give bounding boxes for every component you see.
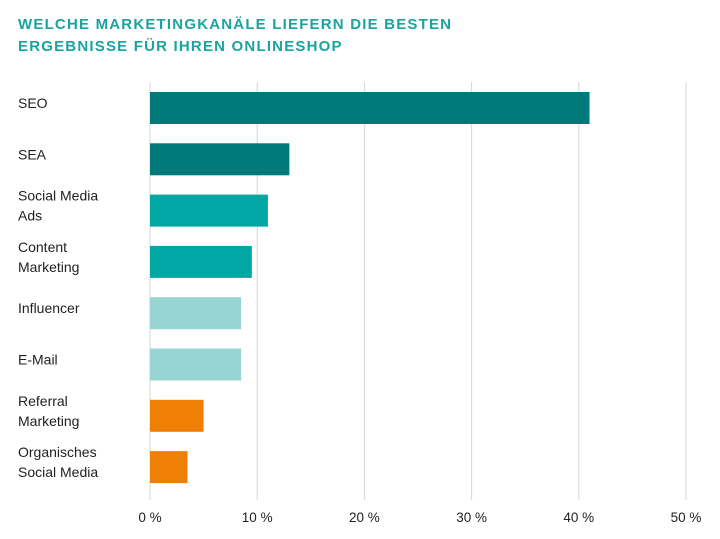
category-label: Referral Marketing xyxy=(18,393,79,429)
bars xyxy=(150,92,590,484)
x-tick-label: 10 % xyxy=(242,510,273,525)
category-label-line: Social Media xyxy=(18,188,98,204)
category-label-line: Marketing xyxy=(18,413,79,429)
bar xyxy=(150,348,242,381)
category-label: Influencer xyxy=(18,300,80,316)
x-tick-label: 40 % xyxy=(563,510,594,525)
x-tick-labels: 0 % 10 % 20 % 30 % 40 % 50 % xyxy=(138,510,701,525)
x-tick-label: 20 % xyxy=(349,510,380,525)
bar xyxy=(150,297,242,330)
category-label: E-Mail xyxy=(18,352,58,368)
bar xyxy=(150,451,188,484)
category-label: SEA xyxy=(18,146,47,162)
chart-title-line-1: WELCHE MARKETINGKANÄLE LIEFERN DIE BESTE… xyxy=(18,16,453,33)
category-label: Content Marketing xyxy=(18,239,79,275)
category-label-line: Ads xyxy=(18,208,42,224)
chart-title: WELCHE MARKETINGKANÄLE LIEFERN DIE BESTE… xyxy=(18,14,452,58)
category-label-line: Referral xyxy=(18,393,68,409)
bar xyxy=(150,399,204,432)
bar xyxy=(150,245,252,278)
category-labels: SEO SEA Social Media Ads Content Marketing Inf… xyxy=(18,95,98,480)
category-label: SEO xyxy=(18,95,48,111)
category-label-line: Marketing xyxy=(18,259,79,275)
bar xyxy=(150,92,590,124)
bar xyxy=(150,143,290,176)
category-label-line: Content xyxy=(18,239,67,255)
bar xyxy=(150,194,268,227)
category-label-line: Organisches xyxy=(18,444,97,460)
x-tick-label: 0 % xyxy=(138,510,161,525)
category-label-line: Social Media xyxy=(18,464,98,480)
category-label: Social Media Ads xyxy=(18,188,98,224)
category-label: Organisches Social Media xyxy=(18,444,98,480)
x-tick-label: 30 % xyxy=(456,510,487,525)
x-tick-label: 50 % xyxy=(671,510,702,525)
chart-title-line-2: ERGEBNISSE FÜR IHREN ONLINESHOP xyxy=(18,38,343,55)
